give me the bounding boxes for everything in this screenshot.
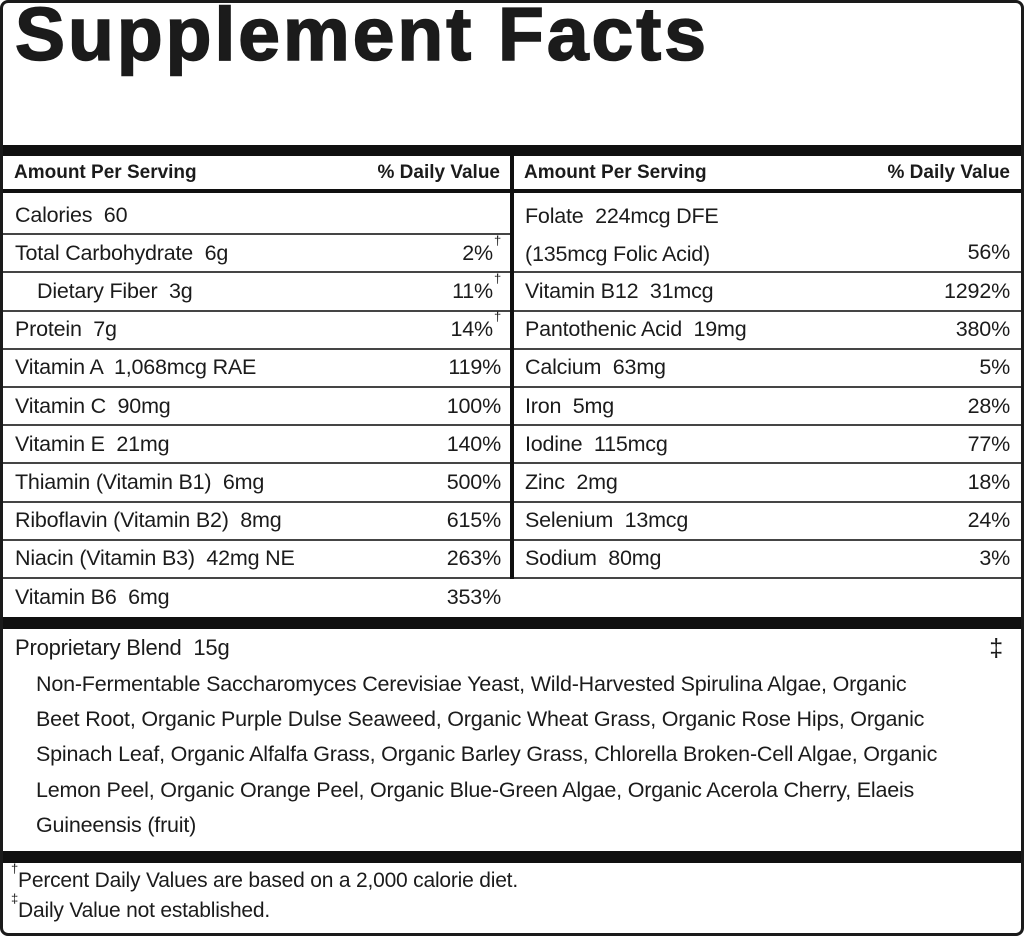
nutrient-label: Protein 7g (15, 317, 117, 342)
ingredient-line: Beet Root, Organic Purple Dulse Seaweed,… (36, 707, 925, 732)
nutrient-row-right: Iron 5mg 28% (514, 388, 1021, 427)
column-header-left: Amount Per Serving % Daily Value (3, 156, 510, 193)
column-header-right: Amount Per Serving % Daily Value (514, 156, 1021, 193)
nutrient-label: Pantothenic Acid 19mg (525, 317, 747, 342)
proprietary-blend-section: Proprietary Blend 15g ‡ Non-Fermentable … (3, 629, 1021, 843)
proprietary-blend-ingredients: Non-Fermentable Saccharomyces Cerevisiae… (3, 667, 1021, 843)
nutrient-row-left: Total Carbohydrate 6g 2%† (3, 232, 510, 274)
nutrient-label: Folate 224mcg DFE (135mcg Folic Acid) (525, 197, 719, 273)
nutrient-label-line: Folate 224mcg DFE (525, 204, 719, 228)
nutrient-row-left: Protein 7g 14%† (3, 309, 510, 350)
nutrient-row-right: Sodium 80mg 3% (514, 541, 1021, 579)
footnote-mark: ‡ (11, 891, 19, 906)
nutrient-label: Iodine 115mcg (525, 431, 668, 456)
nutrient-row-right: Folate 224mcg DFE (135mcg Folic Acid) 56% (514, 197, 1021, 274)
footnotes: †Percent Daily Values are based on a 2,0… (3, 861, 1021, 926)
daily-value: 3% (979, 546, 1010, 571)
thick-rule-bottom (3, 851, 1021, 863)
amount-per-serving-header: Amount Per Serving (524, 161, 707, 183)
nutrient-label: Riboflavin (Vitamin B2) 8mg (15, 508, 282, 533)
daily-value: 119% (448, 355, 501, 380)
nutrient-row-left: Niacin (Vitamin B3) 42mg NE 263% (3, 541, 510, 579)
nutrient-label: Vitamin B6 6mg (15, 585, 170, 610)
proprietary-blend-header: Proprietary Blend 15g ‡ (3, 629, 1021, 667)
nutrient-label: Vitamin A 1,068mcg RAE (15, 355, 257, 380)
nutrient-row-right: Vitamin B12 31mcg 1292% (514, 273, 1021, 312)
thick-rule-middle (3, 617, 1021, 629)
daily-value: 28% (967, 393, 1011, 418)
nutrient-label: Iron 5mg (525, 393, 615, 418)
daily-value: 11%† (452, 270, 501, 303)
daily-value: 18% (967, 469, 1011, 494)
daily-value: 380% (955, 317, 1010, 342)
nutrient-row-left: Dietary Fiber 3g 11%† (3, 270, 510, 312)
dagger-mark: † (493, 270, 501, 286)
daily-value: 500% (446, 469, 501, 494)
daily-value: 24% (967, 508, 1011, 533)
dagger-mark: † (493, 232, 501, 248)
nutrient-row-left: Calories 60 (3, 197, 510, 236)
daily-value: 615% (446, 508, 501, 533)
daily-value: 5% (979, 355, 1010, 380)
nutrient-label: Total Carbohydrate 6g (15, 240, 229, 265)
footnote: ‡Daily Value not established. (11, 891, 271, 922)
column-divider (510, 156, 514, 579)
amount-per-serving-header: Amount Per Serving (14, 161, 197, 183)
nutrient-label: Zinc 2mg (525, 469, 618, 494)
daily-value: 100% (446, 393, 501, 418)
ingredient-line: Spinach Leaf, Organic Alfalfa Grass, Org… (36, 742, 938, 767)
label-content: Supplement Facts Amount Per Serving % Da… (3, 3, 1021, 933)
nutrient-label: Niacin (Vitamin B3) 42mg NE (15, 546, 295, 571)
nutrient-row-left: Vitamin C 90mg 100% (3, 388, 510, 427)
daily-value: 263% (446, 546, 501, 571)
double-dagger-mark: ‡ (989, 633, 1003, 662)
nutrient-label: Sodium 80mg (525, 546, 662, 571)
daily-value: 1292% (944, 278, 1010, 303)
nutrient-row-left: Vitamin E 21mg 140% (3, 426, 510, 465)
nutrient-label: Thiamin (Vitamin B1) 6mg (15, 469, 265, 494)
proprietary-blend-title: Proprietary Blend 15g (15, 635, 230, 660)
daily-value: 353% (446, 585, 501, 610)
nutrient-label: Calories 60 (15, 202, 128, 227)
daily-value-header: % Daily Value (377, 161, 500, 183)
nutrient-column-right: Folate 224mcg DFE (135mcg Folic Acid) 56% V… (514, 197, 1021, 579)
ingredient-line: Guineensis (fruit) (36, 812, 197, 837)
daily-value: 2%† (462, 232, 501, 265)
label-title: Supplement Facts (14, 0, 709, 76)
nutrient-label: Vitamin C 90mg (15, 393, 171, 418)
nutrient-label: Selenium 13mcg (525, 508, 689, 533)
ingredient-line: Lemon Peel, Organic Orange Peel, Organic… (36, 777, 915, 802)
daily-value-header: % Daily Value (887, 161, 1010, 183)
nutrient-label-line: (135mcg Folic Acid) (525, 242, 710, 267)
nutrient-row-right: Selenium 13mcg 24% (514, 503, 1021, 541)
daily-value: 140% (446, 431, 501, 456)
nutrient-row-right: Calcium 63mg 5% (514, 350, 1021, 388)
nutrient-column-left: Calories 60 Total Carbohydrate 6g 2%† Dieta… (3, 197, 510, 617)
nutrient-row-left: Thiamin (Vitamin B1) 6mg 500% (3, 464, 510, 503)
ingredient-line: Non-Fermentable Saccharomyces Cerevisiae… (36, 672, 907, 696)
daily-value: 56% (967, 240, 1011, 265)
nutrient-row-left: Vitamin A 1,068mcg RAE 119% (3, 350, 510, 388)
dagger-mark: † (493, 309, 501, 324)
nutrient-row-right: Zinc 2mg 18% (514, 464, 1021, 503)
daily-value: 77% (967, 431, 1011, 456)
nutrient-row-right: Pantothenic Acid 19mg 380% (514, 312, 1021, 350)
footnote-mark: † (11, 861, 19, 876)
nutrient-row-left: Vitamin B6 6mg 353% (3, 579, 510, 617)
thick-rule-top (3, 145, 1021, 156)
nutrient-row-left: Riboflavin (Vitamin B2) 8mg 615% (3, 503, 510, 541)
footnote: †Percent Daily Values are based on a 2,0… (11, 861, 518, 892)
nutrient-label: Dietary Fiber 3g (37, 278, 193, 303)
nutrient-label: Calcium 63mg (525, 355, 666, 380)
daily-value: 14%† (450, 309, 502, 342)
nutrient-row-right: Iodine 115mcg 77% (514, 426, 1021, 465)
nutrient-label: Vitamin E 21mg (15, 431, 170, 456)
nutrient-label: Vitamin B12 31mcg (525, 278, 714, 303)
